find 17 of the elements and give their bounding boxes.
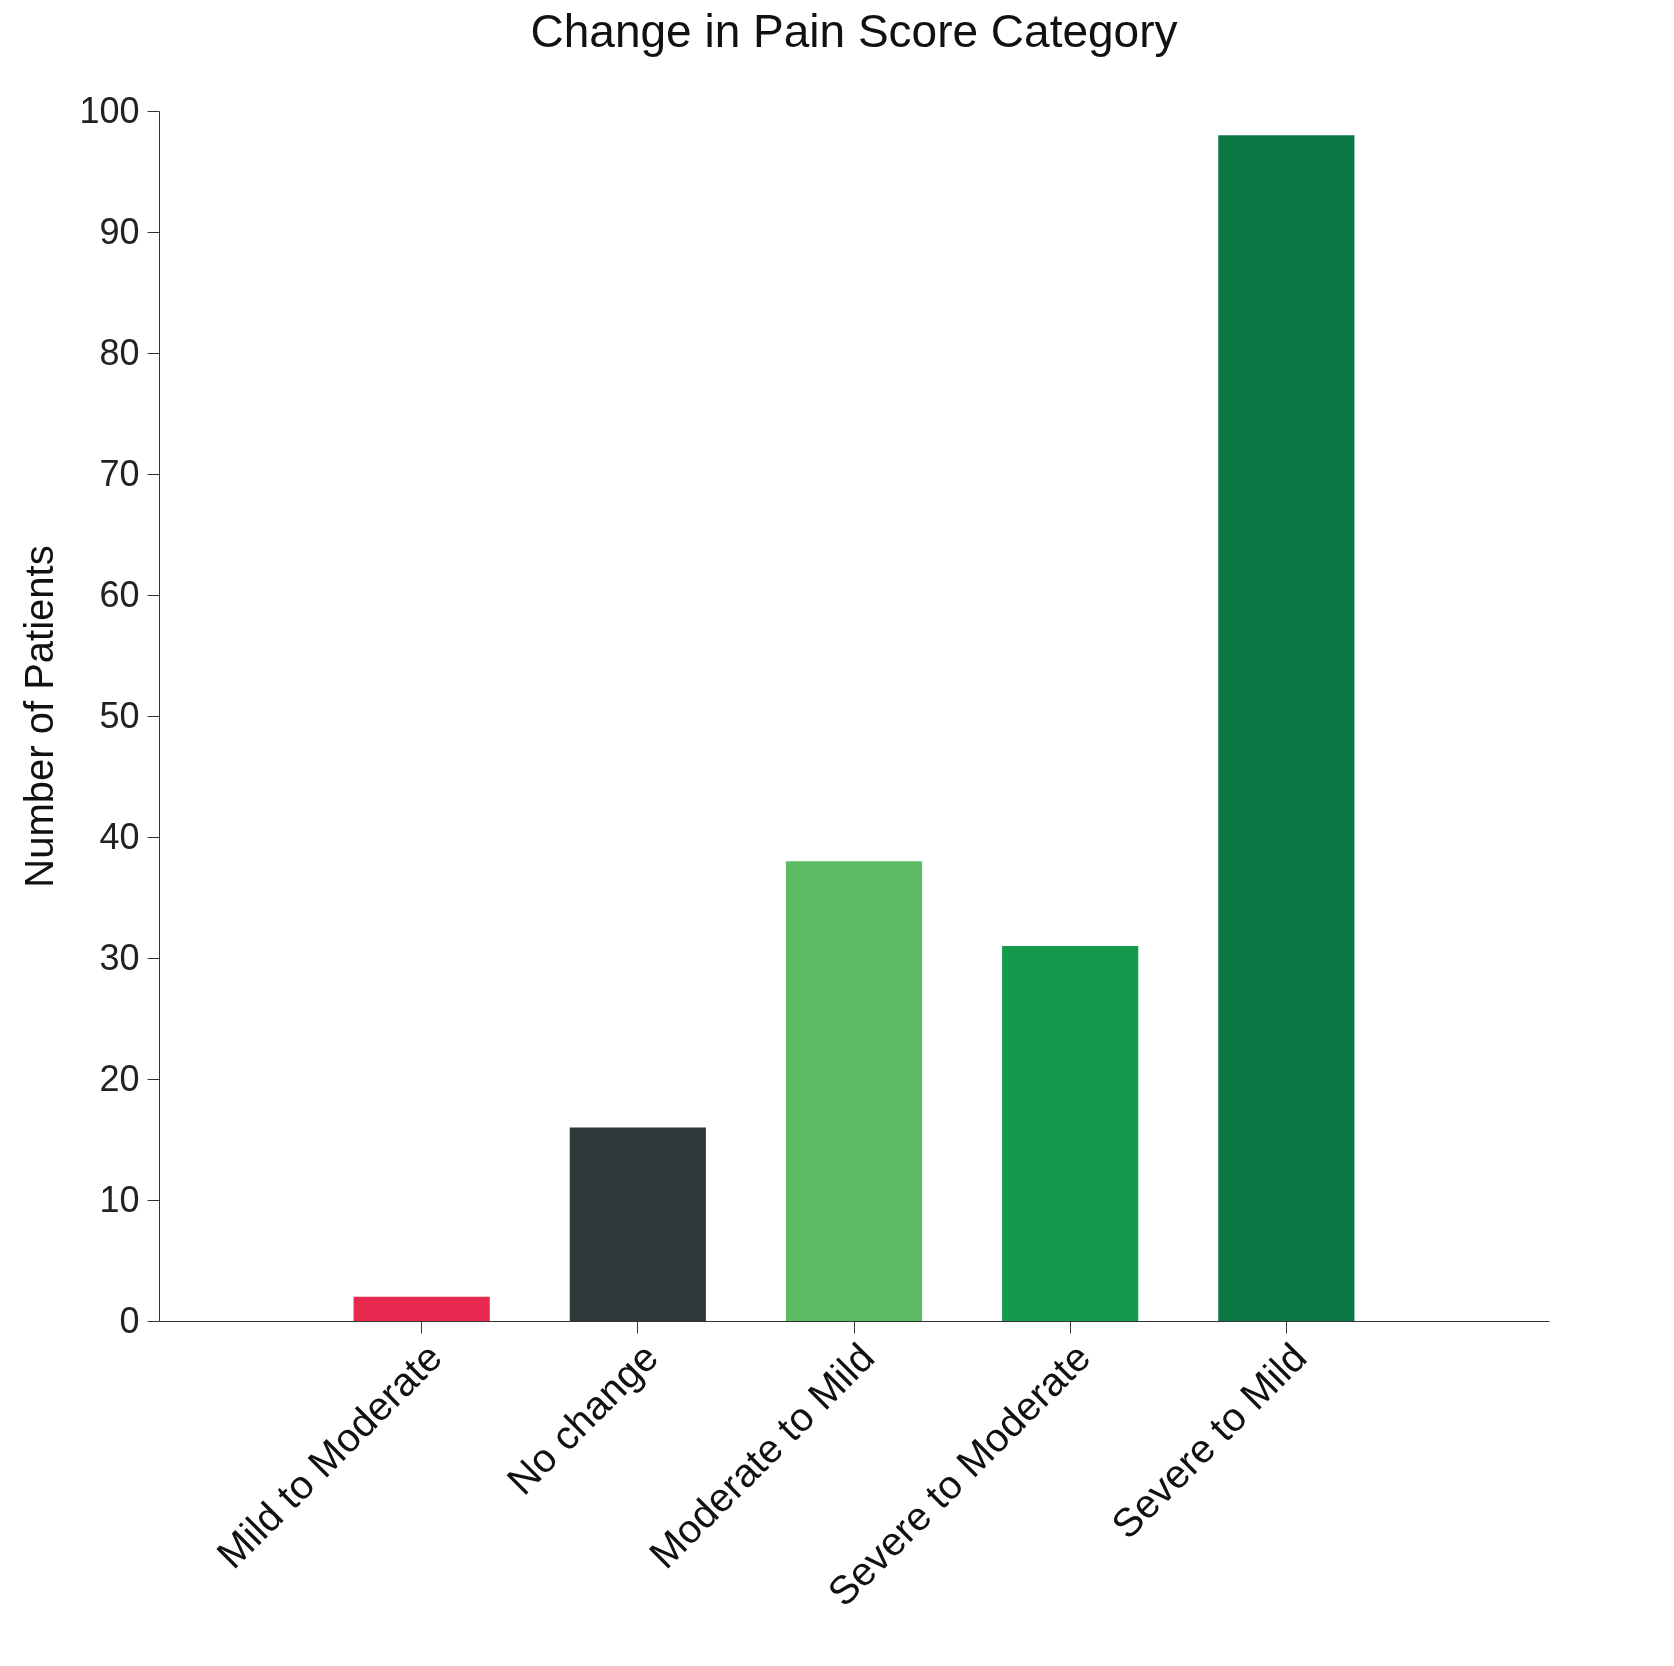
- y-tick-label: 40: [99, 815, 140, 857]
- y-tick-label: 100: [79, 89, 140, 131]
- y-tick-label: 10: [99, 1178, 140, 1220]
- y-tick-label: 80: [99, 331, 140, 373]
- bar: [1218, 135, 1355, 1321]
- bar: [785, 861, 923, 1321]
- y-tick-label: 0: [119, 1299, 140, 1341]
- y-tick-label: 20: [99, 1057, 140, 1099]
- y-tick-label: 30: [99, 936, 140, 978]
- y-tick-label: 90: [99, 210, 140, 252]
- y-tick-label: 60: [99, 573, 140, 615]
- bar: [1002, 945, 1139, 1321]
- y-axis-title: Number of Patients: [17, 545, 62, 888]
- y-tick-label: 50: [99, 694, 140, 736]
- chart-title: Change in Pain Score Category: [530, 5, 1178, 57]
- y-tick-label: 70: [99, 452, 140, 494]
- bar: [353, 1296, 490, 1321]
